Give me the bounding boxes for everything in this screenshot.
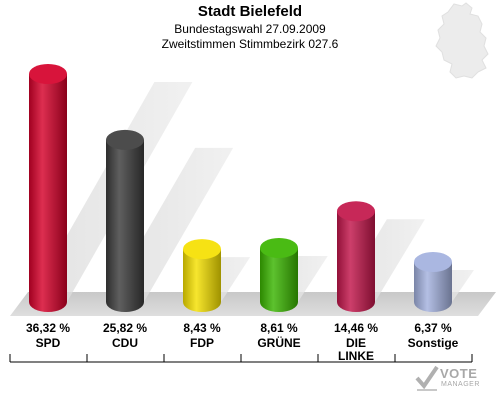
chart-subtitle-election: Bundestagswahl 27.09.2009 bbox=[174, 22, 326, 36]
chart-subtitle-district: Zweitstimmen Stimmbezirk 027.6 bbox=[161, 37, 339, 51]
bar-sonstige bbox=[414, 262, 452, 312]
bar-top-2 bbox=[183, 239, 221, 260]
value-label-3: 8,61 % bbox=[260, 321, 298, 335]
value-label-1: 25,82 % bbox=[102, 321, 148, 335]
bars bbox=[29, 64, 452, 312]
bar-shadows bbox=[29, 82, 474, 302]
category-label-5: Sonstige bbox=[407, 336, 459, 350]
category-label-0: SPD bbox=[35, 336, 61, 350]
category-label-3: GRÜNE bbox=[257, 336, 301, 350]
category-axis bbox=[9, 354, 473, 363]
bar-spd bbox=[29, 74, 67, 312]
bar-fdp bbox=[183, 249, 221, 312]
chart-title: Stadt Bielefeld bbox=[197, 3, 303, 20]
bar-top-4 bbox=[337, 201, 375, 222]
bar-top-1 bbox=[106, 129, 144, 150]
logo-text-vote: VOTE bbox=[440, 366, 478, 381]
bar-top-3 bbox=[260, 237, 298, 258]
value-label-4: 14,46 % bbox=[333, 321, 379, 335]
value-label-0: 36,32 % bbox=[25, 321, 71, 335]
germany-map-icon bbox=[435, 2, 489, 79]
logo-text-manager: MANAGER bbox=[441, 381, 480, 388]
category-label-1: CDU bbox=[112, 336, 138, 350]
value-label-2: 8,43 % bbox=[183, 321, 221, 335]
value-label-5: 6,37 % bbox=[414, 321, 452, 335]
vote-manager-logo: VOTE MANAGER bbox=[414, 362, 494, 396]
bar-grüne bbox=[260, 247, 298, 312]
category-label-4: DIE LINKE bbox=[338, 336, 374, 363]
category-label-2: FDP bbox=[190, 336, 214, 350]
bar-top-0 bbox=[29, 64, 67, 84]
bar-die-linke bbox=[337, 211, 375, 312]
bar-top-5 bbox=[414, 252, 452, 273]
vote-check-icon bbox=[415, 365, 439, 391]
bar-cdu bbox=[106, 139, 144, 312]
